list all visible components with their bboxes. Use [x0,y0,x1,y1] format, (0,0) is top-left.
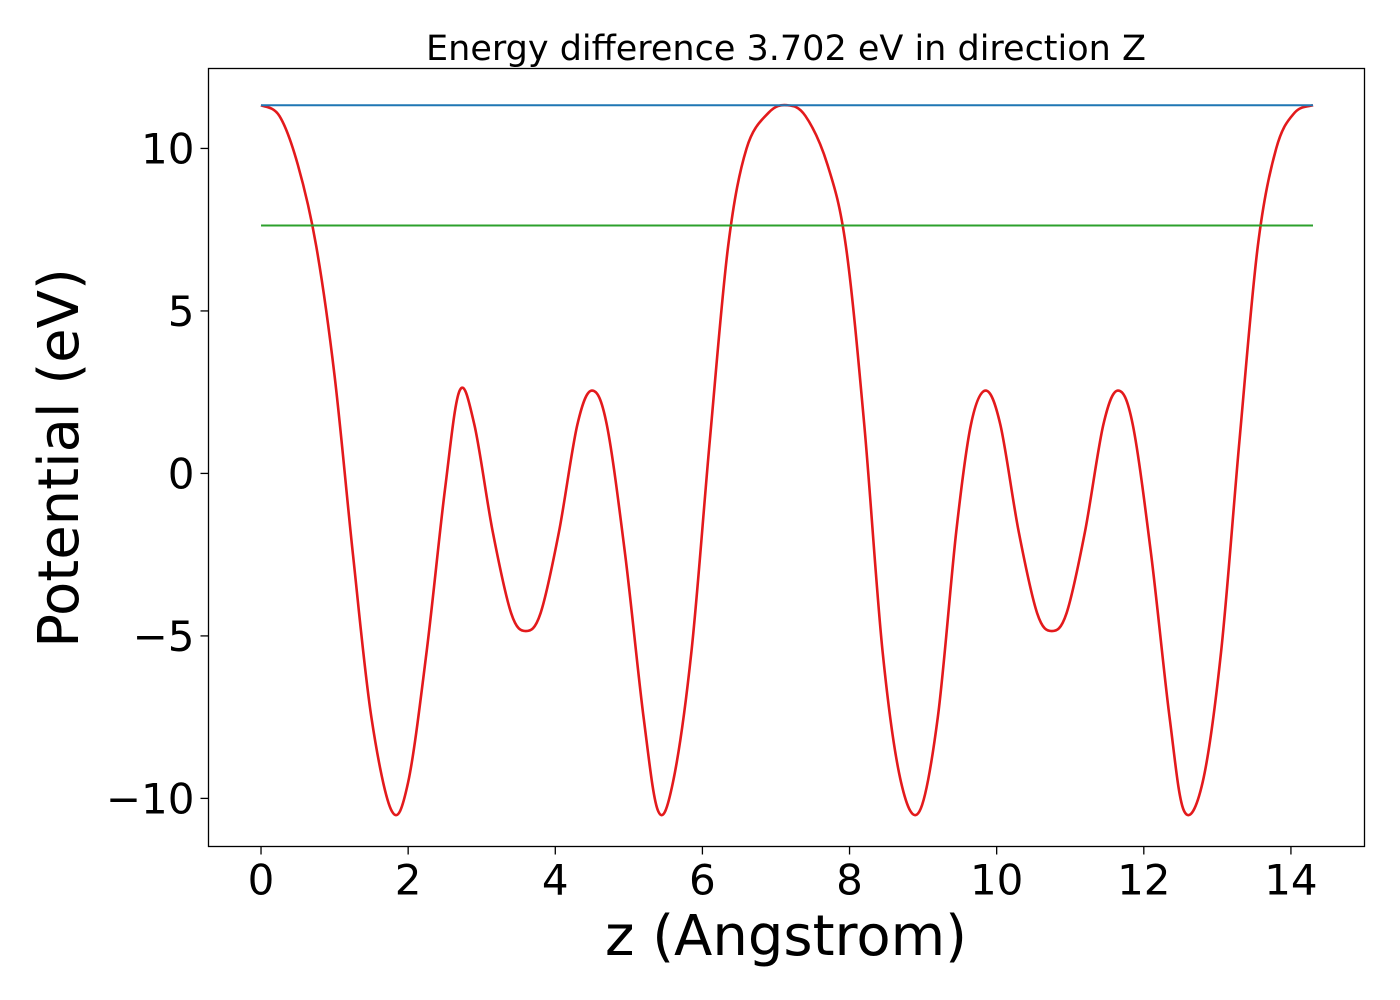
x-tick-label: 12 [1117,856,1170,905]
series-line-0 [260,103,1314,817]
x-tick-label: 8 [836,856,863,905]
plot-frame [207,67,1366,848]
y-tick-label: 5 [168,287,195,336]
y-tick-label: 0 [168,449,195,498]
y-axis-label: Potential (eV) [27,268,92,648]
chart-title: Energy difference 3.702 eV in direction … [426,29,1146,69]
x-axis: 0 2 4 6 8 10 12 14 [248,846,1318,905]
x-tick-label: 10 [970,856,1023,905]
y-tick-label: −10 [106,774,195,823]
x-tick-label: 0 [248,856,275,905]
x-axis-label: z (Angstrom) [605,904,967,969]
x-tick-label: 4 [542,856,569,905]
y-tick-label: −5 [133,612,195,661]
y-tick-label: 10 [141,124,194,173]
x-tick-label: 6 [689,856,716,905]
y-axis: −10 −5 0 5 10 [106,124,209,823]
plot-lines [260,103,1314,817]
x-tick-label: 14 [1264,856,1317,905]
x-tick-label: 2 [395,856,422,905]
